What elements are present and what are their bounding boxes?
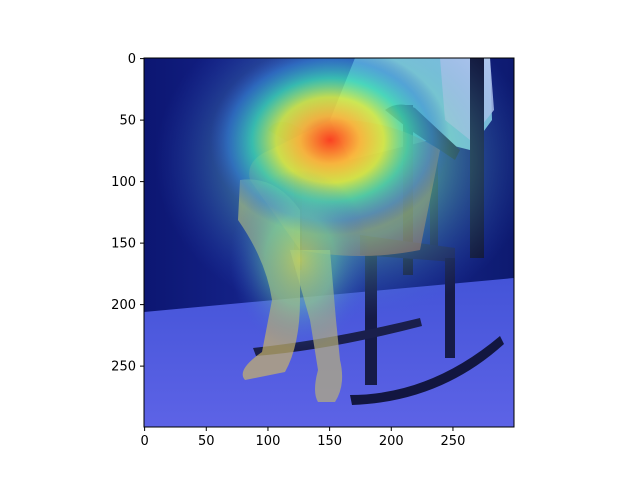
x-tick-label: 0 (140, 434, 148, 449)
axes-frame (143, 57, 515, 428)
x-tick-label: 250 (441, 434, 466, 449)
y-tick-label: 100 (111, 175, 136, 190)
x-tick-label: 50 (198, 434, 215, 449)
y-tick-label: 200 (111, 298, 136, 313)
x-axis: 0 50 100 150 200 250 (140, 427, 465, 449)
y-tick-label: 250 (111, 360, 136, 375)
x-tick-label: 150 (317, 434, 342, 449)
woman-in-rocking-chair-heatmap-image (144, 58, 514, 427)
y-axis: 0 50 100 150 200 250 (111, 52, 144, 375)
y-tick-label: 150 (111, 237, 136, 252)
y-tick-label: 50 (119, 114, 136, 129)
x-tick-label: 200 (379, 434, 404, 449)
y-tick-label: 0 (128, 52, 136, 67)
x-tick-label: 100 (256, 434, 281, 449)
